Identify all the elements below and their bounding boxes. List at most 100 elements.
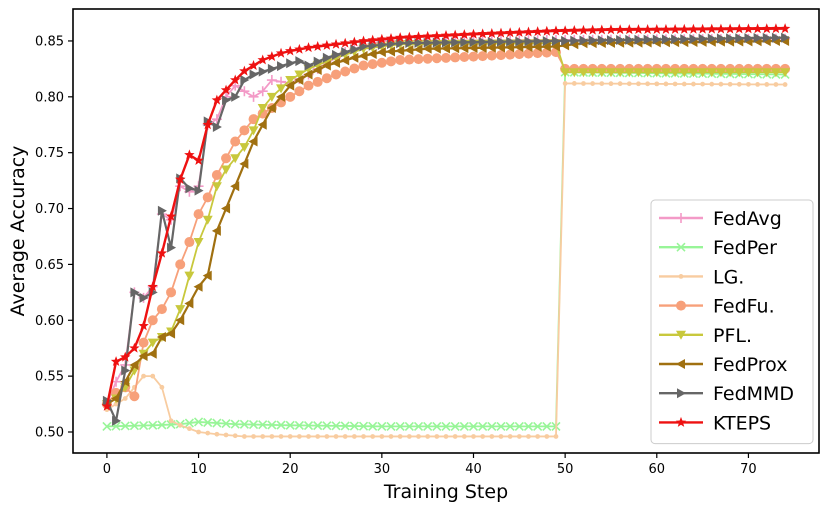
data-point [193,238,204,248]
data-point [614,24,626,35]
data-point [240,75,250,86]
data-point [544,434,550,439]
data-point [762,32,772,43]
data-point [413,54,424,65]
data-point [294,420,304,430]
data-point [275,47,287,58]
data-point [469,37,479,48]
data-point [194,185,204,196]
data-point [157,420,167,430]
data-point [184,298,194,309]
data-point [505,421,515,431]
data-point [138,320,149,331]
legend-box [650,199,814,445]
data-point [331,421,341,431]
data-point [358,421,369,431]
data-point [432,421,442,431]
data-point [186,426,192,432]
data-point [222,95,232,106]
data-point [277,61,287,72]
data-point [284,45,296,56]
data-point [672,81,678,87]
data-point [376,57,387,68]
data-point [459,29,470,40]
data-point [486,50,497,61]
data-point [532,41,542,52]
data-point [706,68,717,78]
data-point [478,421,488,431]
data-point [633,68,644,78]
data-point [450,421,460,431]
data-point [449,29,461,40]
data-point [660,23,672,34]
data-point [368,421,378,431]
data-point [743,23,754,34]
legend-marker [677,388,686,399]
data-point [321,60,331,71]
data-point [606,35,616,46]
data-point [239,65,250,76]
data-point [514,49,525,60]
data-point [257,86,268,97]
data-point [239,158,249,169]
data-point [175,305,186,315]
data-point [617,81,623,87]
data-point [324,434,330,439]
data-point [139,420,149,431]
data-point [550,25,562,36]
data-point [523,421,534,431]
data-point [296,434,302,439]
data-point [349,421,359,431]
data-point [303,69,313,80]
data-point [605,24,617,35]
data-point [257,54,268,65]
data-point [718,81,724,87]
data-point [679,23,690,34]
data-point [276,84,287,94]
data-point [221,419,231,429]
legend-label: FedMMD [713,383,794,405]
data-point [725,68,736,78]
data-point [468,51,479,62]
data-point [450,43,460,54]
data-point [260,434,266,439]
plot-frame [72,8,820,454]
data-point [505,49,516,60]
data-point [743,68,754,78]
data-point [157,205,167,216]
data-point [496,36,506,47]
data-point [147,315,158,326]
data-point [579,35,589,46]
data-point [313,421,323,431]
data-point [122,396,128,401]
data-point [523,26,534,37]
data-point [404,54,415,65]
data-point [781,32,791,43]
data-point [306,434,311,439]
data-point [477,51,488,62]
data-point [625,34,635,45]
data-point [761,23,772,34]
data-point [661,34,671,45]
data-point [202,270,212,281]
data-point [394,32,406,43]
data-point [285,80,295,91]
data-point [221,203,231,214]
data-point [514,42,524,53]
data-point [230,419,240,429]
data-point [452,434,458,439]
x-tick-label: 40 [465,462,482,477]
x-tick-label: 60 [649,462,666,477]
data-point [636,81,641,87]
data-point [487,36,497,47]
data-point [239,143,250,153]
data-point [294,86,305,97]
axis-ticks: 0 10 20 30 40 50 60 70 0.50 0.55 0.60 0.65 0.70 0.75 0… [35,34,757,477]
data-point [147,281,158,292]
data-point [495,42,505,53]
data-point [248,91,259,102]
data-point [321,73,332,84]
data-point [303,420,314,431]
data-point [443,434,449,439]
data-point [734,68,745,78]
